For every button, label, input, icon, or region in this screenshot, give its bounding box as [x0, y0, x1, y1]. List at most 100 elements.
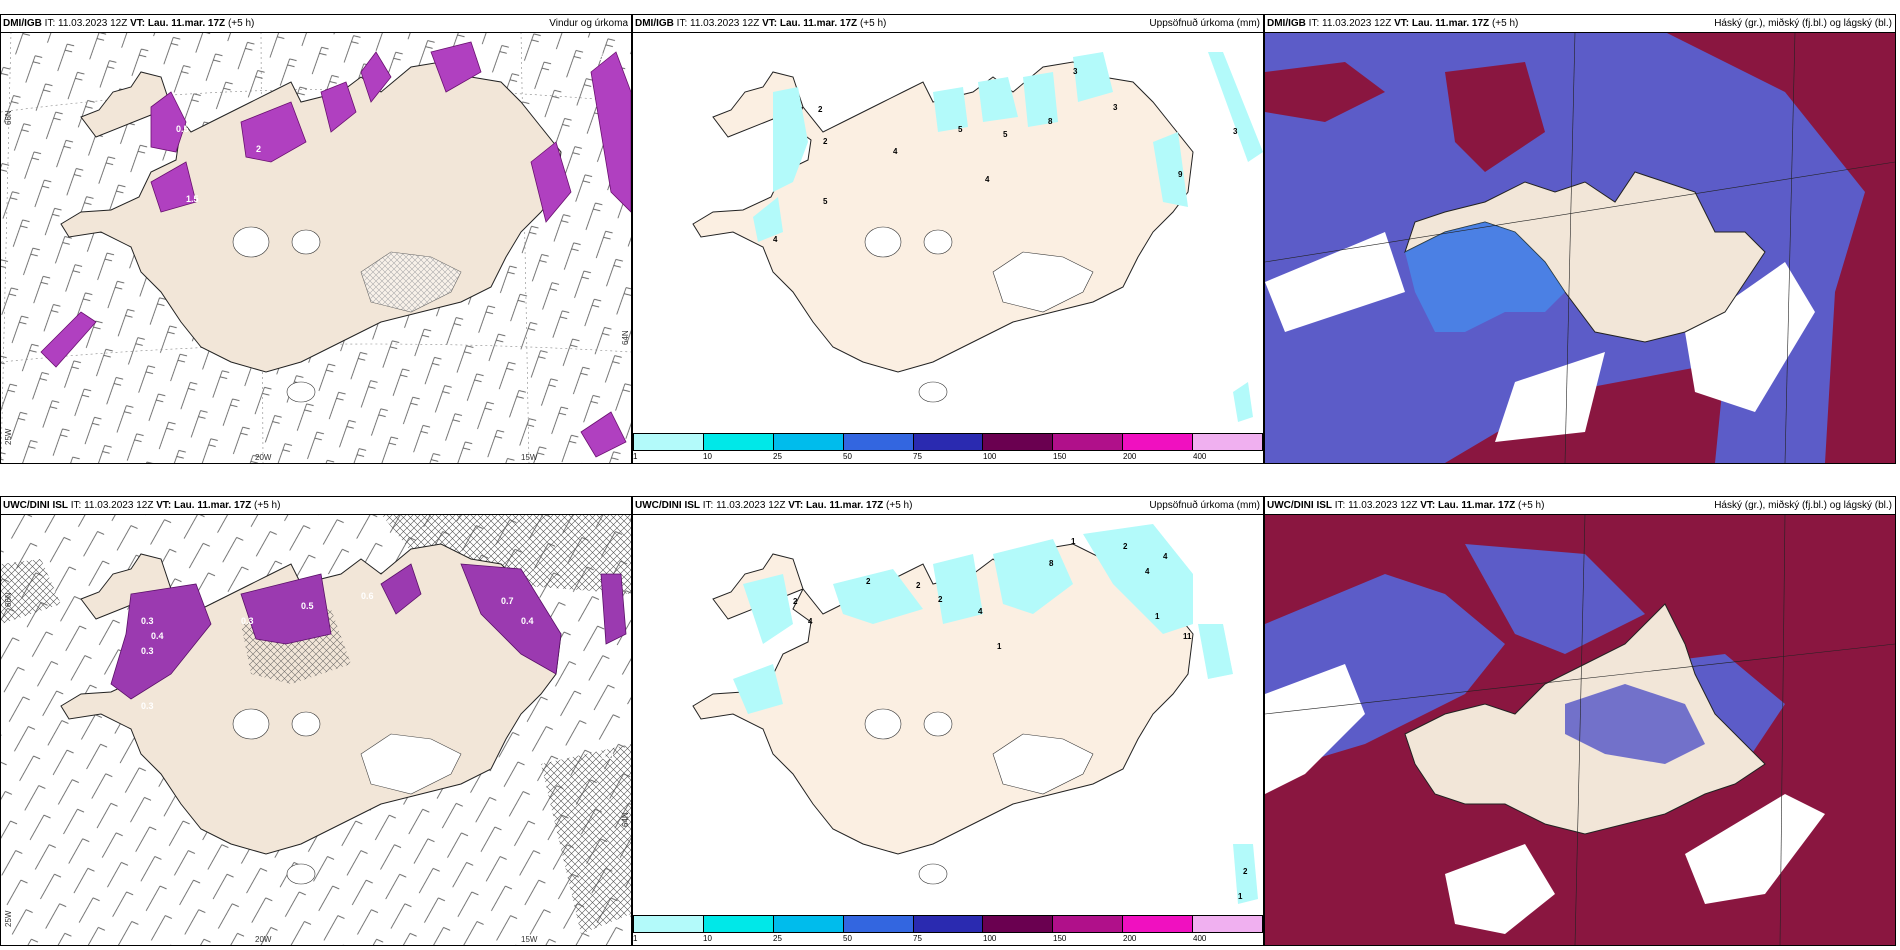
- svg-text:0.4: 0.4: [151, 631, 164, 641]
- lon-label-15: 15W: [521, 935, 538, 944]
- svg-text:1.5: 1.5: [186, 194, 199, 204]
- precip-colorbar: 1 10 25 50 75 100 150 200 400: [633, 915, 1263, 943]
- low-cloud-north: [1465, 544, 1645, 654]
- init-time: IT: 11.03.2023 12Z: [676, 18, 760, 29]
- svg-text:0.7: 0.7: [501, 596, 514, 606]
- panel-title: UWC/DINI ISL IT: 11.03.2023 12Z VT: Lau.…: [633, 497, 1263, 515]
- panel-wind-precip-dmi: DMI/IGB IT: 11.03.2023 12Z VT: Lau. 11.m…: [0, 14, 632, 464]
- clear-area-south: [1445, 844, 1555, 934]
- init-time: IT: 11.03.2023 12Z: [70, 500, 154, 511]
- svg-text:2: 2: [818, 105, 823, 114]
- glacier-myrdalsjokull: [286, 863, 316, 885]
- hatched-area-west: [1, 559, 61, 624]
- svg-text:4: 4: [978, 607, 983, 616]
- panel-clouds-uwc: UWC/DINI ISL IT: 11.03.2023 12Z VT: Lau.…: [1264, 496, 1896, 946]
- panel-variable: Uppsöfnuð úrkoma (mm): [1149, 18, 1260, 29]
- svg-text:0.3: 0.3: [141, 646, 154, 656]
- init-time: IT: 11.03.2023 12Z: [44, 18, 128, 29]
- glacier-langjokull: [232, 708, 270, 740]
- svg-text:3: 3: [1233, 127, 1238, 136]
- svg-text:1: 1: [997, 642, 1002, 651]
- low-cloud-interior: [1565, 684, 1705, 764]
- cloud-map: [1265, 32, 1895, 463]
- svg-text:2: 2: [866, 577, 871, 586]
- glacier-vatnajokull: [360, 251, 462, 313]
- panel-wind-precip-uwc: UWC/DINI ISL IT: 11.03.2023 12Z VT: Lau.…: [0, 496, 632, 946]
- panel-title: DMI/IGB IT: 11.03.2023 12Z VT: Lau. 11.m…: [1, 15, 631, 33]
- model-name: DMI/IGB: [635, 18, 674, 29]
- lat-label-66: 66N: [4, 110, 13, 125]
- model-name: DMI/IGB: [3, 18, 42, 29]
- svg-text:11: 11: [1183, 632, 1192, 641]
- svg-text:2: 2: [823, 137, 828, 146]
- precip-areas: [40, 41, 631, 458]
- svg-text:1: 1: [1238, 892, 1243, 901]
- init-time: IT: 11.03.2023 12Z: [1308, 18, 1392, 29]
- precip-shading: [753, 52, 1263, 422]
- svg-text:4: 4: [1163, 552, 1168, 561]
- svg-text:2: 2: [938, 595, 943, 604]
- clear-area-southeast: [1685, 794, 1825, 904]
- valid-time: VT: Lau. 11.mar. 17Z: [788, 500, 884, 511]
- graticule: [1265, 32, 1895, 463]
- contour-labels: 3 3 8 5 5 4 4 2 5 4 9 3 2: [773, 67, 1238, 244]
- svg-text:4: 4: [773, 235, 778, 244]
- lead-time: (+5 h): [859, 18, 887, 29]
- panel-title: UWC/DINI ISL IT: 11.03.2023 12Z VT: Lau.…: [1, 497, 631, 515]
- precip-colorbar: 1 10 25 50 75 100 150 200 400: [633, 433, 1263, 461]
- valid-time: VT: Lau. 11.mar. 17Z: [762, 18, 858, 29]
- valid-time: VT: Lau. 11.mar. 17Z: [130, 18, 226, 29]
- lon-label-20: 20W: [255, 935, 272, 944]
- svg-text:5: 5: [958, 125, 963, 134]
- glacier-vatnajokull: [992, 733, 1094, 795]
- glacier-myrdalsjokull: [286, 381, 316, 403]
- panel-variable: Vindur og úrkoma: [549, 18, 628, 29]
- svg-text:2: 2: [1123, 542, 1128, 551]
- svg-text:2: 2: [916, 581, 921, 590]
- svg-text:2: 2: [256, 144, 261, 154]
- glacier-vatnajokull: [992, 251, 1094, 313]
- panel-title: UWC/DINI ISL IT: 11.03.2023 12Z VT: Lau.…: [1265, 497, 1895, 515]
- panel-variable: Háský (gr.), miðský (fj.bl.) og lágský (…: [1714, 500, 1892, 511]
- svg-text:9: 9: [1178, 170, 1183, 179]
- panel-precip-dmi: DMI/IGB IT: 11.03.2023 12Z VT: Lau. 11.m…: [632, 14, 1264, 464]
- graticule: [1265, 514, 1895, 945]
- lead-time: (+5 h): [886, 500, 913, 511]
- colorbar-swatches: [633, 433, 1263, 451]
- glacier-vatnajokull: [360, 733, 462, 795]
- lon-label-25: 25W: [4, 910, 13, 927]
- colorbar-swatches: [633, 915, 1263, 933]
- clear-area-west: [1265, 664, 1365, 794]
- panel-clouds-dmi: DMI/IGB IT: 11.03.2023 12Z VT: Lau. 11.m…: [1264, 14, 1896, 464]
- panel-variable: Háský (gr.), miðský (fj.bl.) og lágský (…: [1714, 18, 1892, 29]
- hatched-area-east: [541, 744, 631, 934]
- glacier-hofsjokull: [923, 229, 953, 255]
- panel-variable: Uppsöfnuð úrkoma (mm): [1149, 500, 1260, 511]
- svg-text:4: 4: [808, 617, 813, 626]
- svg-text:1: 1: [1155, 612, 1160, 621]
- svg-text:0.5: 0.5: [176, 124, 189, 134]
- svg-text:0.4: 0.4: [521, 616, 534, 626]
- precip-labels: 0.5 1.5 2 0.5: [176, 52, 604, 204]
- lead-time: (+5 h): [227, 18, 255, 29]
- wind-precip-map: 0.3 0.4 0.3 0.5 0.6 0.7 0.4 0.3 0.9 0.3: [1, 514, 631, 945]
- lat-label-64: 64N: [621, 812, 630, 827]
- clear-area-s: [1495, 352, 1605, 442]
- panel-title: DMI/IGB IT: 11.03.2023 12Z VT: Lau. 11.m…: [1265, 15, 1895, 33]
- clear-area-se: [1685, 262, 1815, 412]
- svg-text:0.3: 0.3: [241, 616, 254, 626]
- colorbar-ticks: 1 10 25 50 75 100 150 200 400: [633, 452, 1207, 461]
- lead-time: (+5 h): [254, 500, 281, 511]
- model-name: UWC/DINI ISL: [635, 500, 700, 511]
- glacier-hofsjokull: [291, 711, 321, 737]
- valid-time: VT: Lau. 11.mar. 17Z: [1420, 500, 1516, 511]
- panel-title: DMI/IGB IT: 11.03.2023 12Z VT: Lau. 11.m…: [633, 15, 1263, 33]
- glacier-myrdalsjokull: [918, 863, 948, 885]
- precip-labels: 0.3 0.4 0.3 0.5 0.6 0.7 0.4 0.3 0.9 0.3: [141, 591, 614, 761]
- cloud-map: [1265, 514, 1895, 945]
- precip-map: 3 3 8 5 5 4 4 2 5 4 9 3 2: [692, 52, 1263, 422]
- lat-label-64: 64N: [621, 330, 630, 345]
- valid-time: VT: Lau. 11.mar. 17Z: [1394, 18, 1490, 29]
- model-name: DMI/IGB: [1267, 18, 1306, 29]
- svg-text:8: 8: [1048, 117, 1053, 126]
